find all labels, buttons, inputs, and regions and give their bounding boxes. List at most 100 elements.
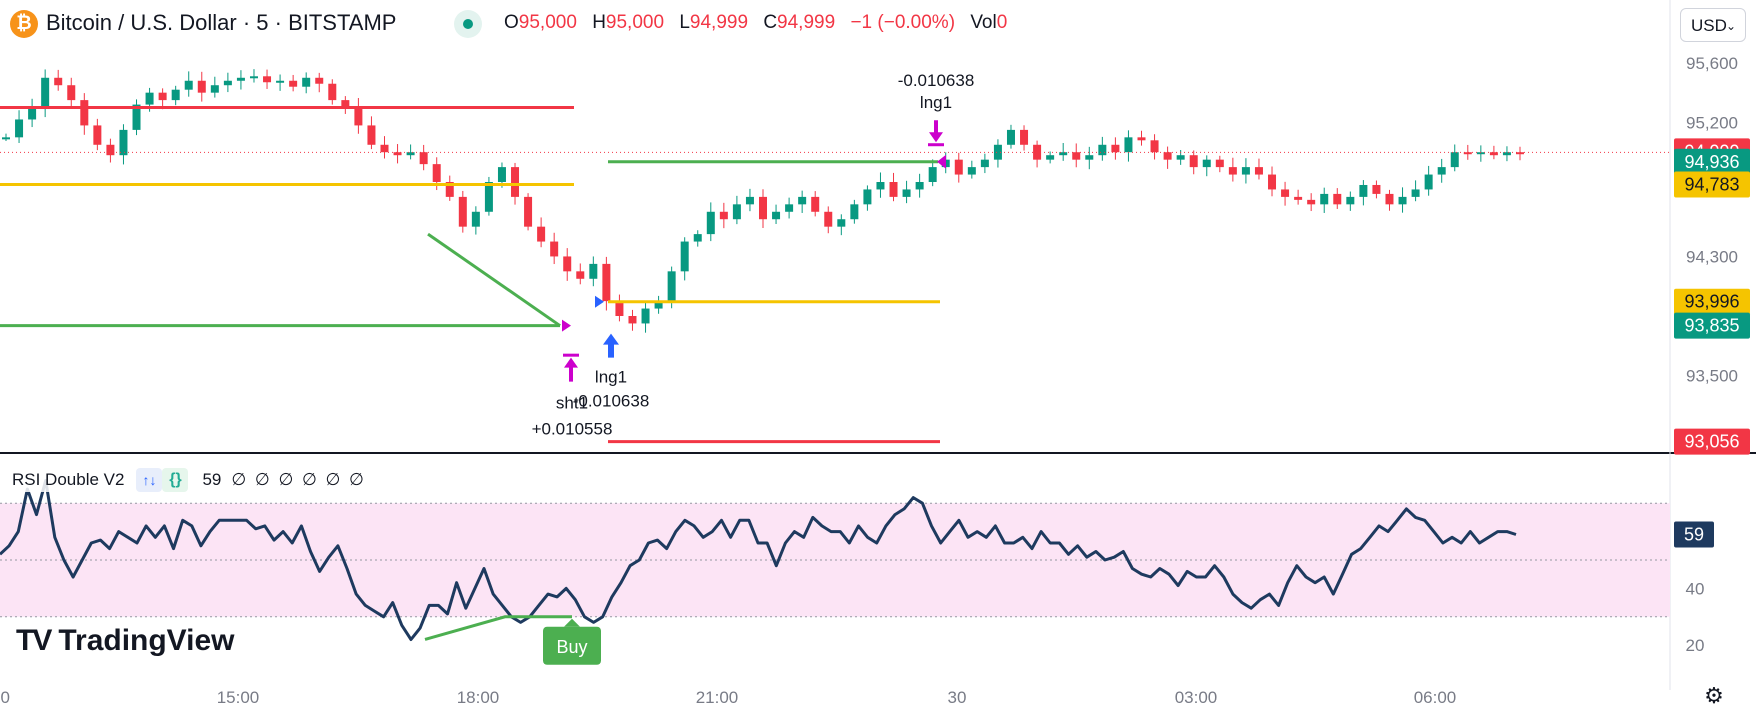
trend-line (427, 232, 561, 327)
high-label: H (592, 12, 606, 33)
candle-body (563, 256, 572, 272)
candle-body (550, 241, 559, 257)
sht1-label: sht1 (556, 394, 588, 413)
market-status-icon[interactable] (454, 10, 482, 38)
price-axis-label: 94,783 (1684, 175, 1739, 195)
candle-body (93, 125, 102, 145)
candle-body (484, 182, 493, 212)
candle-body (497, 167, 506, 182)
candle-body (1137, 137, 1146, 141)
candle-body (302, 77, 311, 87)
low-value: 94,999 (689, 12, 749, 33)
candle-body (967, 167, 976, 175)
rsi-divergence-line (424, 615, 572, 641)
price-axis-label-bg (1674, 428, 1750, 455)
time-tick-label: 06:00 (1414, 688, 1457, 707)
change-value: −1 (−0.00%) (850, 12, 956, 33)
rsi-tick-label: 20 (1686, 636, 1705, 655)
buy-label: Buy (556, 637, 587, 657)
rsi-indicator-name[interactable]: RSI Double V2 (6, 468, 131, 492)
candle-body (537, 226, 546, 242)
candle-body (2, 137, 10, 140)
candle-body (1502, 152, 1511, 156)
candle-body (119, 129, 128, 156)
candle-body (1281, 189, 1290, 197)
candle-body (1046, 155, 1055, 160)
candle-body (928, 167, 937, 182)
gear-icon[interactable]: ⚙ (1704, 683, 1724, 708)
candle-body (732, 204, 741, 220)
candle-body (15, 119, 24, 138)
currency-value: USD (1691, 16, 1727, 35)
candle-body (693, 234, 702, 242)
open-value: 95,000 (518, 12, 577, 33)
candle-body (1333, 193, 1342, 205)
candle-body (106, 144, 115, 156)
ohlc-readout: O95,000 H95,000 L94,999 C94,999 −1 (−0.0… (504, 12, 1017, 34)
symbol-title[interactable]: Bitcoin / U.S. Dollar · 5 · BITSTAMP (46, 10, 397, 35)
candle-body (589, 263, 598, 279)
indicator-source-icon[interactable]: ↑↓ (136, 468, 163, 492)
close-label: C (763, 12, 778, 33)
candle-body (641, 308, 650, 324)
candle-body (1385, 193, 1394, 205)
candle-body (67, 85, 76, 101)
candle-body (1516, 152, 1524, 155)
candle-body (1398, 196, 1407, 205)
candle-body (197, 80, 206, 93)
tradingview-logo[interactable]: TV TradingView (16, 624, 235, 658)
candle-body (367, 125, 376, 145)
currency-select[interactable]: USD ⌄ (1680, 8, 1746, 42)
lng1-exit-label: lng1 (920, 93, 952, 112)
sht1-arrow-icon (564, 357, 578, 382)
candle-body (1450, 152, 1459, 168)
price-axis-label: 93,835 (1684, 316, 1739, 336)
candle-body (1411, 189, 1420, 197)
candle-body (1320, 193, 1329, 205)
candle-body (315, 77, 324, 84)
candle-body (1372, 184, 1381, 194)
chevron-down-icon: ⌄ (1725, 19, 1736, 33)
candle-body (837, 219, 846, 227)
entry-marker-icon (562, 319, 571, 332)
time-tick-label: 18:00 (457, 688, 500, 707)
bitcoin-logo-icon: ₿ (10, 10, 38, 38)
volume-value: 0 (996, 12, 1008, 33)
time-tick-label: 03:00 (1175, 688, 1218, 707)
candle-body (223, 80, 232, 86)
candle-body (1359, 184, 1368, 197)
indicator-code-icon[interactable]: {} (162, 468, 189, 492)
candle-body (1437, 167, 1446, 175)
rsi-tick-label: 40 (1686, 579, 1705, 598)
candle-body (615, 301, 624, 316)
lng1-exit-arrow-bar (928, 143, 944, 147)
candle-body (445, 182, 454, 197)
candle-body (1307, 199, 1316, 205)
candle-body (511, 167, 520, 197)
candle-body (1294, 196, 1303, 200)
lng1-arrow-icon (603, 333, 619, 358)
candle-body (393, 152, 402, 156)
candle-body (289, 80, 298, 87)
candle-body (667, 271, 676, 302)
candle-body (524, 196, 533, 227)
price-axis-label-bg (1674, 171, 1750, 198)
candle-body (1424, 174, 1433, 190)
candle-body (1163, 152, 1172, 160)
candle-body (249, 76, 258, 79)
candle-body (1215, 159, 1224, 168)
candle-body (811, 196, 820, 212)
sht1-value: +0.010558 (532, 420, 613, 439)
candle-body (719, 211, 728, 220)
volume-label: Vol (970, 12, 997, 33)
time-tick-label: 15:00 (217, 688, 260, 707)
entry-marker-icon (595, 295, 604, 308)
candle-body (406, 152, 415, 156)
lng1-exit-arrow-icon (929, 120, 943, 143)
price-axis-label: 93,996 (1684, 292, 1739, 312)
candle-body (576, 271, 585, 279)
candle-body (1098, 144, 1107, 156)
price-tick-label: 95,200 (1686, 113, 1738, 132)
time-tick-label: 00 (0, 688, 10, 707)
